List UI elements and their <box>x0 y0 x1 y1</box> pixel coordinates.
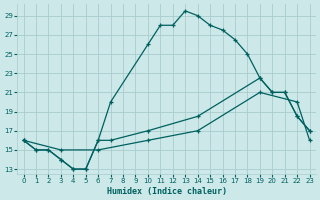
X-axis label: Humidex (Indice chaleur): Humidex (Indice chaleur) <box>107 187 227 196</box>
